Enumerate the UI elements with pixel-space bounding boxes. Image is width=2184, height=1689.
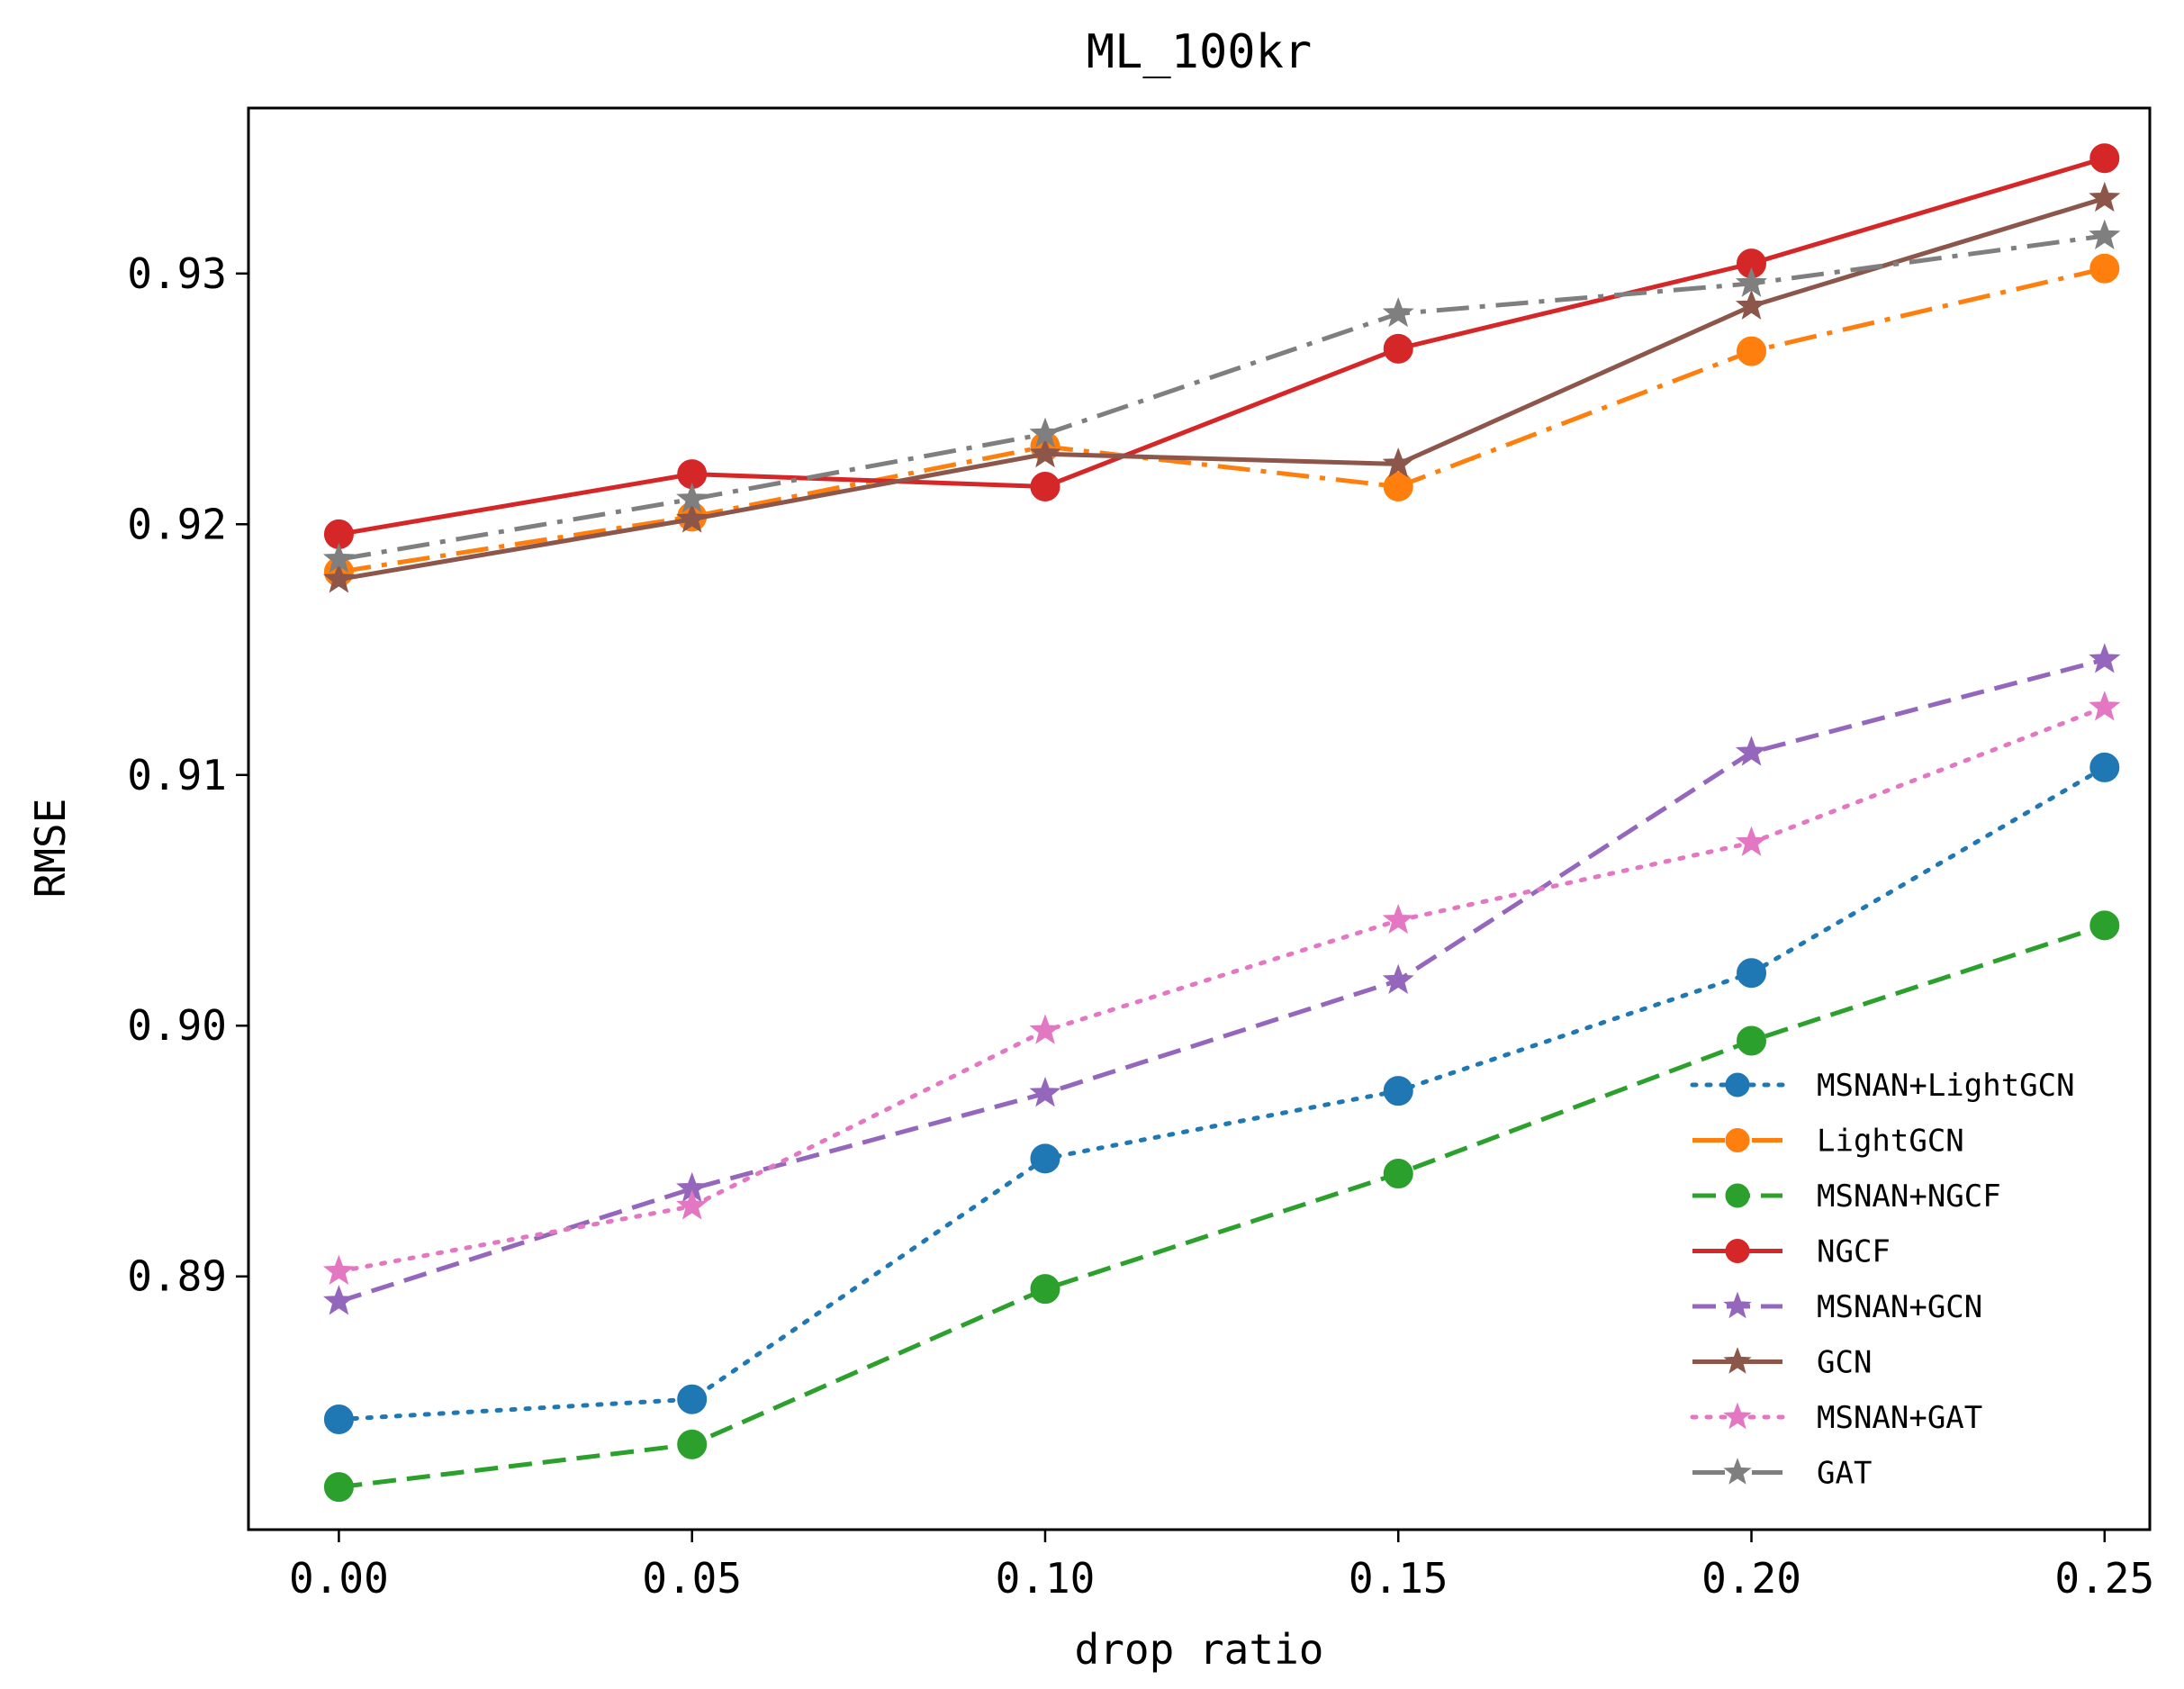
data-point-ngcf xyxy=(2089,143,2120,174)
chart-title: ML_100kr xyxy=(1087,25,1312,79)
data-point-msnan-ngcf xyxy=(1030,1274,1060,1305)
data-point-msnan-lightgcn xyxy=(323,1404,354,1434)
legend-label-msnan-gcn: MSNAN+GCN xyxy=(1817,1289,1982,1325)
data-point-msnan-gat xyxy=(1029,1014,1061,1044)
data-point-gcn xyxy=(322,563,355,593)
data-point-msnan-ngcf xyxy=(1737,1025,1767,1056)
data-point-ngcf xyxy=(1383,333,1413,364)
legend-marker-lightgcn xyxy=(1725,1128,1750,1152)
legend-marker-msnan-lightgcn xyxy=(1725,1072,1750,1097)
legend-marker-gat xyxy=(1723,1458,1752,1485)
data-point-gcn xyxy=(1382,447,1414,478)
legend-label-msnan-lightgcn: MSNAN+LightGCN xyxy=(1817,1068,2075,1104)
series-line-msnan-gcn xyxy=(338,657,2106,1304)
data-point-gcn xyxy=(2089,181,2121,212)
series-gat xyxy=(322,219,2121,574)
data-point-msnan-ngcf xyxy=(2089,910,2120,941)
x-tick-label: 0.20 xyxy=(1701,1554,1801,1603)
x-tick-label: 0.00 xyxy=(289,1554,389,1603)
data-point-msnan-ngcf xyxy=(323,1472,354,1503)
series-line-ngcf xyxy=(338,156,2106,537)
y-tick-label: 0.93 xyxy=(127,249,227,298)
legend-label-msnan-gat: MSNAN+GAT xyxy=(1817,1400,1982,1436)
x-tick-label: 0.25 xyxy=(2054,1554,2154,1603)
data-point-msnan-gat xyxy=(676,1189,708,1220)
legend-marker-ngcf xyxy=(1725,1239,1750,1263)
data-point-ngcf xyxy=(1030,472,1060,502)
series-ngcf xyxy=(323,143,2120,549)
data-point-gat xyxy=(1735,266,1768,297)
legend-marker-msnan-gcn xyxy=(1723,1291,1752,1319)
data-point-msnan-lightgcn xyxy=(1030,1143,1060,1174)
legend-label-lightgcn: LightGCN xyxy=(1817,1124,1964,1160)
data-point-msnan-gcn xyxy=(1029,1076,1061,1107)
series-msnan-gat xyxy=(322,691,2121,1286)
data-point-msnan-ngcf xyxy=(1383,1159,1413,1189)
x-axis: 0.00 0.05 0.10 0.15 0.20 0.25 xyxy=(289,1530,2154,1603)
data-point-msnan-gcn xyxy=(2089,643,2121,673)
series-layer xyxy=(322,143,2121,1503)
data-point-msnan-gcn xyxy=(1382,963,1414,995)
plot-frame xyxy=(247,106,2152,1531)
data-point-msnan-lightgcn xyxy=(1737,958,1767,989)
data-point-lightgcn xyxy=(1383,472,1413,502)
data-point-gat xyxy=(1029,417,1061,447)
data-point-gat xyxy=(676,482,708,513)
data-point-gcn xyxy=(676,502,708,533)
data-point-msnan-gat xyxy=(1735,826,1768,856)
legend-label-ngcf: NGCF xyxy=(1817,1234,1891,1270)
legend-label-msnan-ngcf: MSNAN+NGCF xyxy=(1817,1179,2001,1215)
series-msnan-ngcf xyxy=(323,910,2120,1503)
x-tick-label: 0.15 xyxy=(1349,1554,1448,1603)
data-point-gat xyxy=(1382,296,1414,328)
legend-marker-msnan-ngcf xyxy=(1725,1183,1750,1208)
legend: MSNAN+LightGCN LightGCN MSNAN+NGCF NGCF MSNA… xyxy=(1690,1068,2075,1492)
data-point-msnan-gat xyxy=(322,1254,355,1286)
series-line-gat xyxy=(338,233,2106,562)
data-point-msnan-gcn xyxy=(322,1285,355,1315)
series-gcn xyxy=(322,181,2121,593)
x-tick-label: 0.05 xyxy=(642,1554,742,1603)
data-point-msnan-gat xyxy=(1382,903,1414,935)
legend-marker-msnan-gat xyxy=(1723,1402,1752,1430)
series-msnan-lightgcn xyxy=(323,752,2120,1434)
y-axis-label: RMSE xyxy=(26,799,75,899)
data-point-msnan-ngcf xyxy=(677,1429,708,1459)
data-point-gcn xyxy=(1029,437,1061,468)
data-point-lightgcn xyxy=(2089,253,2120,284)
x-tick-label: 0.10 xyxy=(996,1554,1096,1603)
data-point-msnan-lightgcn xyxy=(1383,1076,1413,1106)
y-tick-label: 0.89 xyxy=(127,1252,227,1301)
data-point-msnan-lightgcn xyxy=(677,1384,708,1414)
data-point-msnan-gat xyxy=(2089,691,2121,721)
data-point-msnan-lightgcn xyxy=(2089,752,2120,782)
data-point-gat xyxy=(322,542,355,574)
series-line-gcn xyxy=(338,195,2106,582)
data-point-gat xyxy=(2089,219,2121,249)
y-tick-label: 0.90 xyxy=(127,1001,227,1050)
legend-label-gcn: GCN xyxy=(1817,1345,1872,1381)
y-axis: 0.89 0.90 0.91 0.92 0.93 xyxy=(127,249,248,1301)
data-point-lightgcn xyxy=(1737,336,1767,366)
legend-label-gat: GAT xyxy=(1817,1456,1872,1492)
legend-marker-gcn xyxy=(1723,1347,1752,1374)
y-tick-label: 0.91 xyxy=(127,751,227,799)
series-line-msnan-ngcf xyxy=(338,923,2106,1490)
series-line-msnan-gat xyxy=(336,705,2107,1274)
data-point-gcn xyxy=(1735,289,1768,320)
series-line-lightgcn xyxy=(338,266,2106,574)
data-point-msnan-gcn xyxy=(1735,736,1768,766)
series-msnan-gcn xyxy=(322,643,2121,1315)
x-axis-label: drop ratio xyxy=(1075,1625,1324,1674)
y-tick-label: 0.92 xyxy=(127,500,227,548)
